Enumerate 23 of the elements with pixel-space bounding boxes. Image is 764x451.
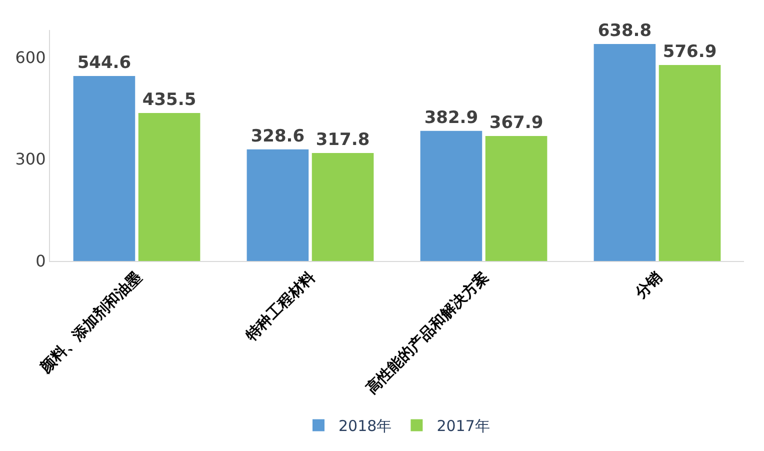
bar — [658, 65, 721, 261]
x-tick-label: 分销 — [630, 268, 666, 303]
bar — [420, 130, 482, 261]
bar — [246, 149, 309, 261]
data-label: 382.9 — [424, 108, 478, 128]
bar — [485, 136, 548, 261]
legend-label: 2018年 — [338, 417, 392, 436]
data-label: 435.5 — [142, 90, 196, 110]
data-label: 367.9 — [489, 113, 544, 134]
data-label: 576.9 — [662, 42, 717, 62]
bar — [138, 113, 200, 261]
y-tick-label: 600 — [15, 48, 46, 67]
bar — [73, 76, 136, 261]
x-tick-label: 高性能的产品和解决方案 — [362, 268, 492, 398]
data-label: 317.8 — [316, 130, 370, 150]
data-label: 638.8 — [598, 21, 652, 41]
x-tick-label: 特种工程材料 — [241, 268, 318, 345]
data-label: 544.6 — [77, 53, 132, 73]
bar — [312, 153, 374, 261]
legend-label: 2017年 — [436, 417, 490, 436]
bar — [594, 44, 656, 261]
y-tick-label: 300 — [15, 150, 46, 169]
data-label: 328.6 — [250, 126, 305, 146]
